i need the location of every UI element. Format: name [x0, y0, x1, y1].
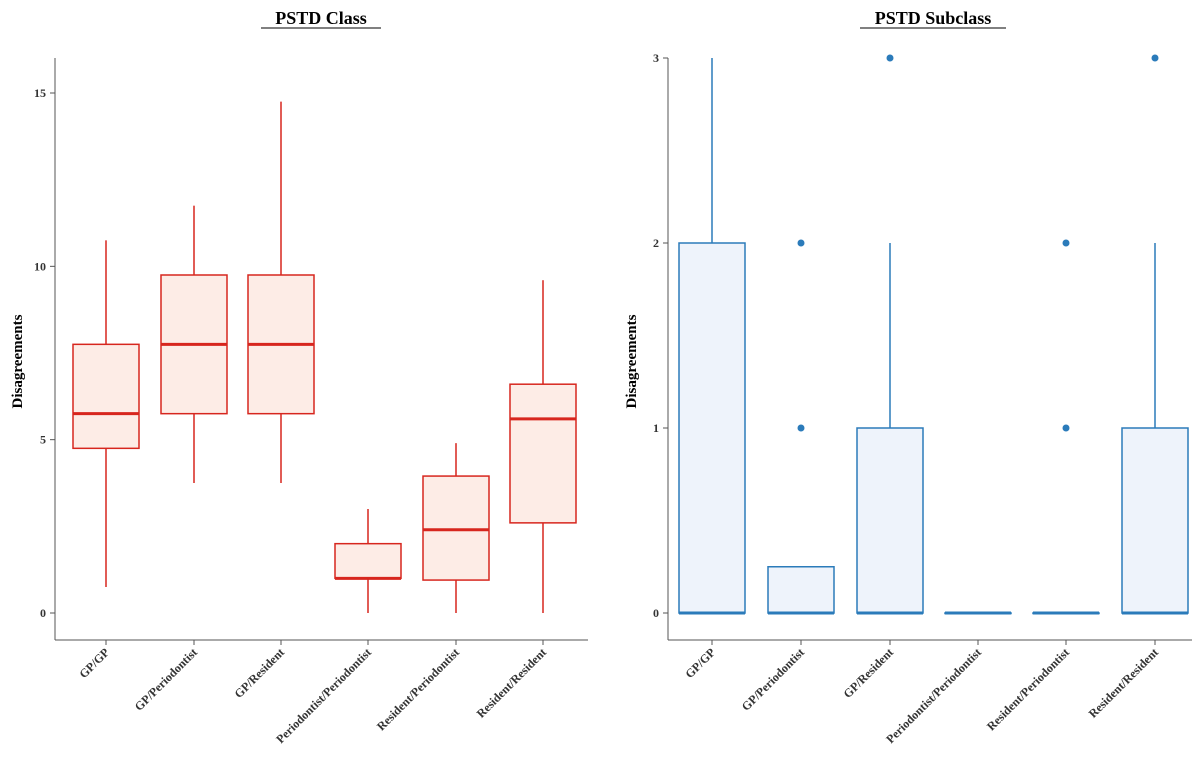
y-tick-label: 0 [653, 606, 659, 620]
chart-title: PSTD Subclass [875, 8, 992, 28]
outlier-point [886, 54, 894, 62]
box-4 [944, 611, 1012, 615]
box-body [72, 343, 140, 450]
y-tick-label: 1 [653, 421, 659, 435]
x-tick-label: GP/Periodontist [132, 645, 200, 713]
outlier-point [797, 239, 805, 247]
x-tick-label: Resident/Resident [474, 645, 549, 720]
box-4 [334, 509, 402, 613]
x-tick-label: GP/Resident [231, 645, 287, 701]
box-body [767, 566, 835, 614]
box-2 [767, 239, 835, 615]
y-tick-label: 3 [653, 51, 659, 65]
x-tick-label: GP/GP [76, 645, 112, 681]
y-tick-label: 5 [40, 433, 46, 447]
x-tick-label: Resident/Resident [1086, 645, 1161, 720]
outlier-point [1062, 424, 1070, 432]
box-5 [422, 443, 490, 613]
outlier-point [797, 424, 805, 432]
panel-2: PSTD Subclass Disagreements 0 1 2 3 GP/GP GP/Pe… [624, 8, 1192, 746]
box-body [1121, 427, 1189, 614]
x-tick-label: Resident/Periodontist [984, 645, 1072, 733]
y-axis-label: Disagreements [624, 314, 640, 408]
box-body [856, 427, 924, 614]
y-tick-label: 0 [40, 606, 46, 620]
x-tick-label: GP/Periodontist [739, 645, 807, 713]
chart-title: PSTD Class [275, 8, 367, 28]
y-tick-label: 15 [34, 86, 46, 100]
x-tick-label: Periodontist/Periodontist [273, 645, 374, 746]
y-tick-label: 10 [34, 259, 46, 273]
x-tick-label: GP/GP [682, 645, 718, 681]
panel-1: PSTD Class Disagreements 0 5 10 15 GP/GP GP/Per… [10, 8, 588, 746]
outlier-point [1151, 54, 1159, 62]
box-body [422, 475, 490, 581]
box-body [678, 242, 746, 614]
y-tick-label: 2 [653, 236, 659, 250]
box-3 [856, 54, 924, 615]
box-2 [160, 205, 228, 483]
box-1 [72, 240, 140, 587]
box-6 [1121, 54, 1189, 615]
x-tick-label: Periodontist/Periodontist [883, 645, 984, 746]
y-axis-label: Disagreements [10, 314, 26, 408]
x-tick-label: Resident/Periodontist [374, 645, 462, 733]
outlier-point [1062, 239, 1070, 247]
box-5 [1032, 239, 1100, 615]
box-1 [678, 58, 746, 615]
box-3 [247, 101, 315, 483]
box-body [509, 383, 577, 524]
x-tick-label: GP/Resident [840, 645, 896, 701]
box-body [334, 542, 402, 580]
box-6 [509, 280, 577, 613]
